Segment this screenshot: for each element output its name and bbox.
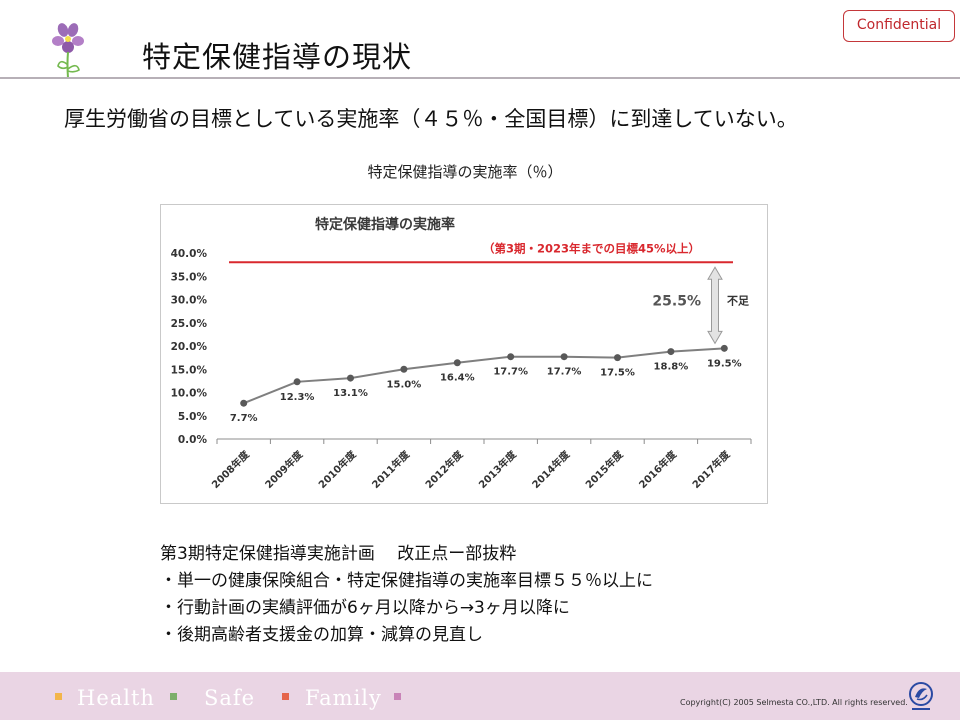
x-tick-label: 2010年度 [316, 447, 360, 491]
confidential-badge: Confidential [843, 10, 955, 42]
data-point [614, 354, 621, 362]
title-divider [0, 77, 960, 79]
y-tick-label: 35.0% [171, 271, 208, 283]
x-tick-label: 2017年度 [689, 447, 733, 491]
gap-value-label: 25.5% [652, 293, 701, 309]
end-square-icon [394, 693, 401, 700]
data-point [560, 353, 568, 361]
chart-title: 特定保健指導の実施率 [315, 216, 455, 233]
series-rate: 7.7% 12.3% 13.1% 15.0% 16.4% 17.7% 17.7% 17.5% 1… [230, 344, 742, 424]
company-logo-icon [909, 682, 933, 710]
y-tick-label: 20.0% [171, 341, 208, 353]
footer-bar: Health Safe Family Copyright(C) 2005 Sel… [0, 672, 960, 720]
x-tick-label: 2014年度 [529, 447, 573, 491]
double-arrow-icon [707, 266, 723, 345]
target-line-group: （第3期・2023年までの目標45%以上） [229, 241, 733, 264]
plan-summary: 第3期特定保健指導実施計画 改正点ー部抜粋 ・単一の健康保険組合・特定保健指導の… [160, 541, 653, 649]
x-tick-label: 2011年度 [369, 447, 413, 491]
plan-heading: 第3期特定保健指導実施計画 改正点ー部抜粋 [160, 544, 517, 564]
data-point [507, 353, 515, 361]
chart-panel: 特定保健指導の実施率 0.0% 5.0% 10.0% 15.0% 20.0% 25.0% 3… [160, 204, 768, 504]
plan-item: ・行動計画の実績評価が6ヶ月以降から→3ヶ月以降に [160, 598, 570, 618]
data-point [400, 365, 408, 373]
y-tick-label: 30.0% [171, 295, 208, 307]
headline-text: 厚生労働省の目標としている実施率（４５％・全国目標）に到達していない。 [64, 107, 798, 131]
data-point [240, 399, 248, 407]
data-point [293, 378, 301, 386]
data-label: 16.4% [440, 373, 475, 384]
data-label: 18.8% [654, 362, 689, 373]
data-label: 17.7% [493, 367, 528, 378]
data-point [667, 348, 675, 356]
x-tick-label: 2015年度 [583, 447, 627, 491]
y-tick-label: 0.0% [178, 434, 208, 446]
data-label: 17.7% [547, 367, 582, 378]
y-axis: 0.0% 5.0% 10.0% 15.0% 20.0% 25.0% 30.0% 35.0% 40… [171, 248, 208, 446]
data-label: 17.5% [600, 368, 635, 379]
series-line [243, 347, 725, 405]
data-label: 19.5% [707, 358, 742, 369]
x-tick-label: 2009年度 [262, 447, 306, 491]
health-square-icon [55, 693, 62, 700]
y-tick-label: 10.0% [171, 388, 208, 400]
copyright-text: Copyright(C) 2005 Selmesta CO.,LTD. All … [680, 698, 908, 707]
y-tick-label: 25.0% [171, 318, 208, 330]
data-point [720, 344, 728, 352]
plan-item: ・単一の健康保険組合・特定保健指導の実施率目標５５％以上に [160, 571, 653, 591]
line-chart: 特定保健指導の実施率 0.0% 5.0% 10.0% 15.0% 20.0% 25.0% 3… [171, 216, 752, 491]
safe-square-icon [170, 693, 177, 700]
data-label: 13.1% [333, 388, 368, 399]
family-square-icon [282, 693, 289, 700]
footer-tag-safe: Safe [204, 686, 256, 710]
x-tick-label: 2012年度 [422, 447, 466, 491]
y-tick-label: 40.0% [171, 248, 208, 260]
data-label: 15.0% [387, 379, 422, 390]
data-label: 12.3% [280, 392, 315, 403]
data-label: 7.7% [230, 413, 258, 424]
footer-tag-family: Family [305, 686, 382, 710]
x-tick-label: 2008年度 [209, 447, 253, 491]
footer-tag-health: Health [77, 686, 155, 710]
gap-annotation: 25.5% 不足 [652, 266, 750, 345]
data-point [347, 374, 354, 382]
x-tick-label: 2016年度 [636, 447, 680, 491]
y-tick-label: 5.0% [178, 411, 208, 423]
x-tick-label: 2013年度 [476, 447, 520, 491]
target-label: （第3期・2023年までの目標45%以上） [483, 241, 700, 255]
plan-item: ・後期高齢者支援金の加算・減算の見直し [160, 625, 483, 645]
x-axis: 2008年度 2009年度 2010年度 2011年度 2012年度 2013年度 2014… [209, 438, 752, 491]
gap-text-label: 不足 [727, 294, 750, 307]
chart-caption: 特定保健指導の実施率（％） [367, 163, 563, 181]
violet-flower-icon [52, 23, 84, 79]
y-tick-label: 15.0% [171, 364, 208, 376]
page-title: 特定保健指導の現状 [142, 40, 413, 74]
data-point [453, 359, 461, 367]
